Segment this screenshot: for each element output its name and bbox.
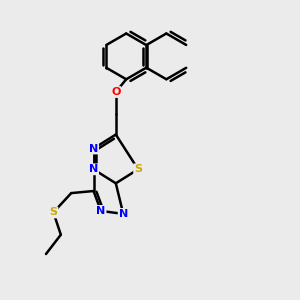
Text: O: O: [111, 87, 121, 97]
Text: N: N: [118, 209, 128, 219]
Text: N: N: [89, 164, 98, 174]
Text: S: S: [50, 207, 57, 218]
Text: N: N: [89, 143, 98, 154]
Text: N: N: [96, 206, 106, 216]
Text: S: S: [134, 164, 142, 174]
